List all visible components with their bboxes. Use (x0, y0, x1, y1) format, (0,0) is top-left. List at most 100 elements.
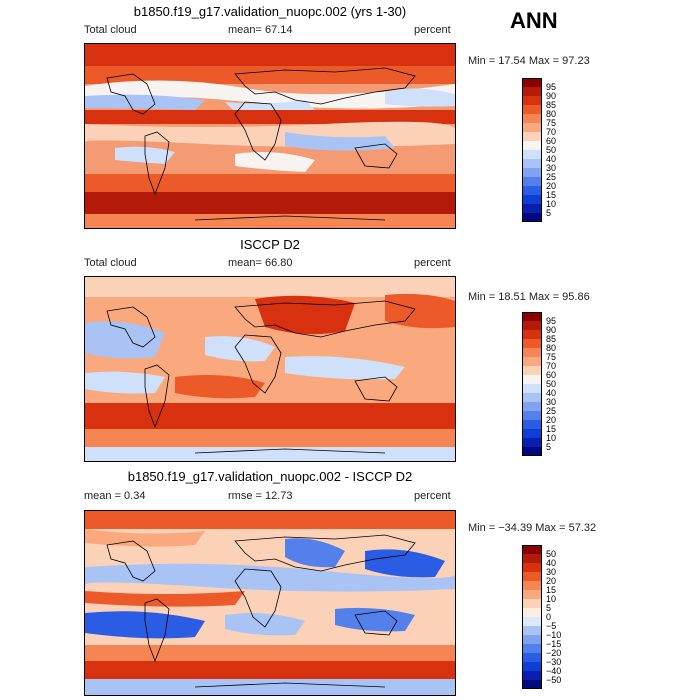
panel2-field (85, 277, 455, 461)
colorbar-tick-label: 80 (546, 109, 557, 119)
colorbar-swatch (522, 105, 542, 114)
colorbar-swatch (522, 195, 542, 204)
colorbar-tick-label: 40 (546, 154, 557, 164)
colorbar-swatch (522, 132, 542, 141)
colorbar-swatch (522, 554, 542, 563)
colorbar-swatch (522, 159, 542, 168)
panel2-map (84, 276, 456, 462)
colorbar-tick-label: 75 (546, 352, 557, 362)
colorbar-tick-label: −10 (546, 630, 562, 640)
colorbar-tick-label: 20 (546, 576, 557, 586)
colorbar-swatch (522, 177, 542, 186)
colorbar-tick-label: 30 (546, 397, 557, 407)
colorbar-tick-label: −15 (546, 639, 562, 649)
colorbar-swatch (522, 213, 542, 222)
panel1-field (85, 44, 455, 228)
colorbar-tick-label: 15 (546, 424, 557, 434)
colorbar-swatch (522, 599, 542, 608)
colorbar-tick-label: 90 (546, 91, 557, 101)
colorbar-tick-label: 15 (546, 585, 557, 595)
colorbar-swatch (522, 626, 542, 635)
colorbar-swatch (522, 348, 542, 357)
colorbar-tick-label: 50 (546, 549, 557, 559)
colorbar-swatch (522, 447, 542, 456)
panel3-units-label: percent (414, 490, 451, 502)
panel1-variable-label: Total cloud (84, 24, 137, 36)
colorbar-swatch (522, 581, 542, 590)
colorbar-swatch (522, 186, 542, 195)
panel1-title: b1850.f19_g17.validation_nuopc.002 (yrs … (133, 4, 407, 19)
colorbar-swatch (522, 680, 542, 689)
colorbar-tick-label: 80 (546, 343, 557, 353)
colorbar-swatch (522, 545, 542, 554)
panel2-minmax: Min = 18.51 Max = 95.86 (468, 291, 590, 303)
panel1-map (84, 43, 456, 229)
colorbar-tick-label: 20 (546, 415, 557, 425)
colorbar-tick-label: 95 (546, 316, 557, 326)
colorbar-swatch (522, 312, 542, 321)
colorbar-tick-label: 20 (546, 181, 557, 191)
colorbar-tick-label: −30 (546, 657, 562, 667)
colorbar-tick-label: 85 (546, 334, 557, 344)
colorbar-swatch (522, 671, 542, 680)
colorbar-swatch (522, 150, 542, 159)
colorbar-swatch (522, 411, 542, 420)
colorbar-tick-label: −40 (546, 666, 562, 676)
colorbar-swatch (522, 662, 542, 671)
colorbar-swatch (522, 563, 542, 572)
colorbar-tick-label: 0 (546, 612, 552, 622)
colorbar-swatch (522, 635, 542, 644)
panel3-map (84, 510, 456, 696)
colorbar-swatch (522, 375, 542, 384)
colorbar-swatch (522, 617, 542, 626)
colorbar-tick-label: 5 (546, 208, 552, 218)
colorbar-swatch (522, 330, 542, 339)
colorbar-tick-label: −5 (546, 621, 557, 631)
colorbar-tick-label: 40 (546, 388, 557, 398)
colorbar-swatch (522, 429, 542, 438)
colorbar-tick-label: 85 (546, 100, 557, 110)
colorbar-tick-label: 75 (546, 118, 557, 128)
colorbar-swatch (522, 438, 542, 447)
colorbar-swatch (522, 168, 542, 177)
colorbar-swatch (522, 339, 542, 348)
colorbar-swatch (522, 123, 542, 132)
colorbar-tick-label: 70 (546, 361, 557, 371)
panel3-mean-label: mean = 0.34 (84, 490, 146, 502)
colorbar-tick-label: 90 (546, 325, 557, 335)
panel2-title: ISCCP D2 (240, 237, 300, 252)
colorbar-swatch (522, 78, 542, 87)
colorbar-tick-label: −50 (546, 675, 562, 685)
colorbar-swatch (522, 366, 542, 375)
panel3-field (85, 511, 455, 695)
colorbar-tick-label: 70 (546, 127, 557, 137)
colorbar-swatch (522, 204, 542, 213)
colorbar-swatch (522, 357, 542, 366)
colorbar-tick-label: 40 (546, 558, 557, 568)
colorbar-swatch (522, 653, 542, 662)
colorbar-tick-label: 15 (546, 190, 557, 200)
panel3-title: b1850.f19_g17.validation_nuopc.002 - ISC… (127, 469, 413, 484)
colorbar-swatch (522, 572, 542, 581)
panel1-mean-label: mean= 67.14 (228, 24, 293, 36)
colorbar-tick-label: 10 (546, 433, 557, 443)
colorbar-swatch (522, 384, 542, 393)
colorbar-tick-label: 50 (546, 379, 557, 389)
panel3-minmax: Min = −34.39 Max = 57.32 (468, 522, 597, 534)
colorbar-tick-label: 25 (546, 406, 557, 416)
colorbar-tick-label: 30 (546, 163, 557, 173)
colorbar-swatch (522, 96, 542, 105)
colorbar-swatch (522, 114, 542, 123)
colorbar-swatch (522, 590, 542, 599)
panel2-variable-label: Total cloud (84, 257, 137, 269)
colorbar-tick-label: 50 (546, 145, 557, 155)
colorbar-tick-label: 30 (546, 567, 557, 577)
colorbar-swatch (522, 321, 542, 330)
colorbar-tick-label: 5 (546, 603, 552, 613)
colorbar-tick-label: 25 (546, 172, 557, 182)
colorbar-tick-label: 5 (546, 442, 552, 452)
panel2-mean-label: mean= 66.80 (228, 257, 293, 269)
season-label: ANN (510, 8, 558, 33)
colorbar-tick-label: 60 (546, 136, 557, 146)
panel2-units-label: percent (414, 257, 451, 269)
